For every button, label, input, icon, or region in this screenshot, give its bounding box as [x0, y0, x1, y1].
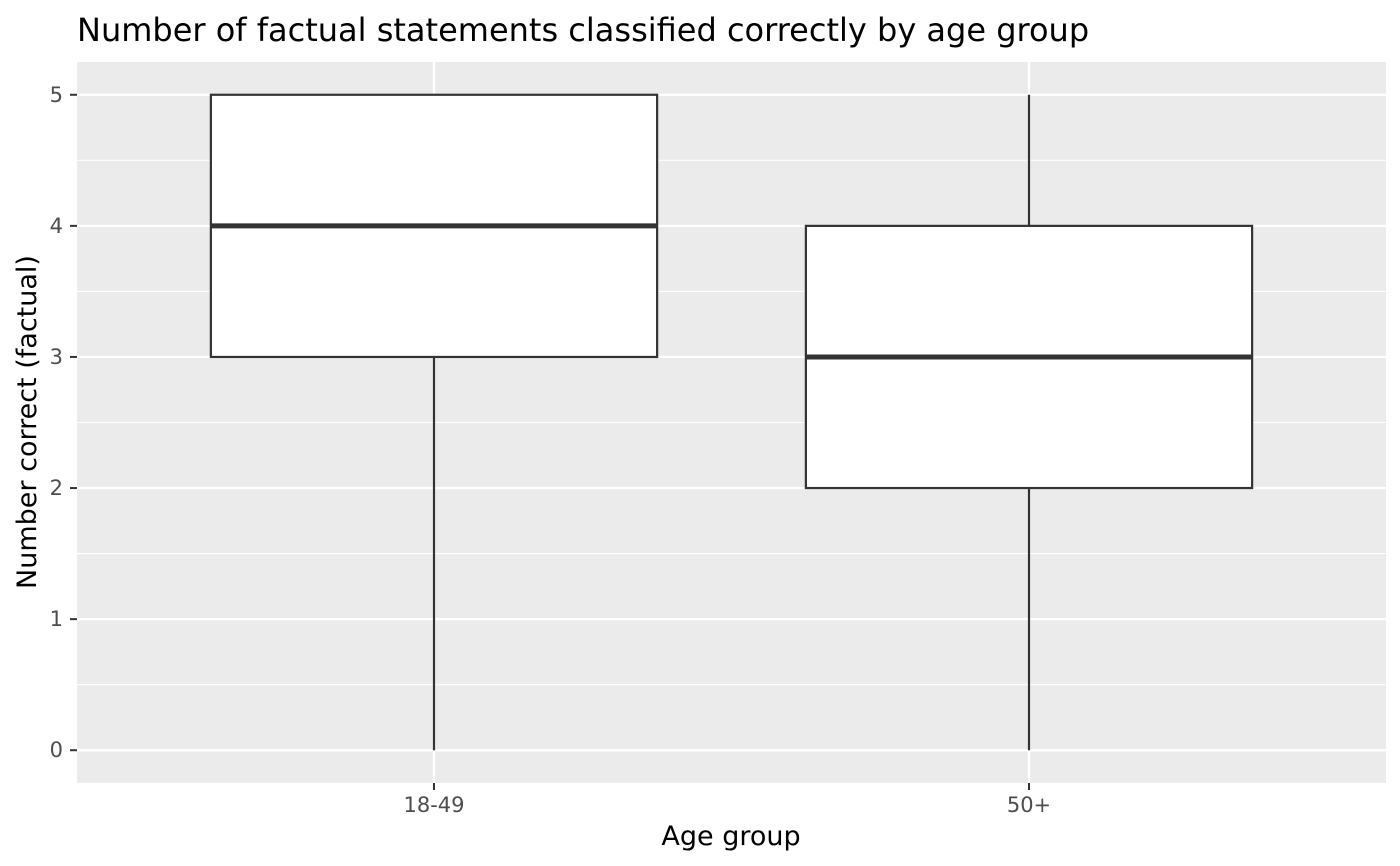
chart-title: Number of factual statements classified …	[77, 11, 1089, 49]
x-tick-label: 50+	[1007, 793, 1051, 817]
x-tick-label: 18-49	[403, 793, 464, 817]
x-axis: 18-49 50+	[403, 783, 1051, 817]
y-tick-label: 1	[50, 607, 63, 631]
y-tick-label: 0	[50, 738, 63, 762]
y-tick-label: 5	[50, 83, 63, 107]
y-tick-label: 2	[50, 476, 63, 500]
y-axis-title: Number correct (factual)	[12, 255, 43, 589]
boxes	[209, 93, 1254, 751]
x-axis-title: Age group	[661, 821, 800, 852]
y-axis: 0 1 2 3 4 5	[50, 83, 77, 762]
box-50+	[804, 94, 1254, 751]
box-18-49	[209, 93, 659, 751]
y-tick-label: 4	[50, 214, 63, 238]
y-tick-label: 3	[50, 345, 63, 369]
